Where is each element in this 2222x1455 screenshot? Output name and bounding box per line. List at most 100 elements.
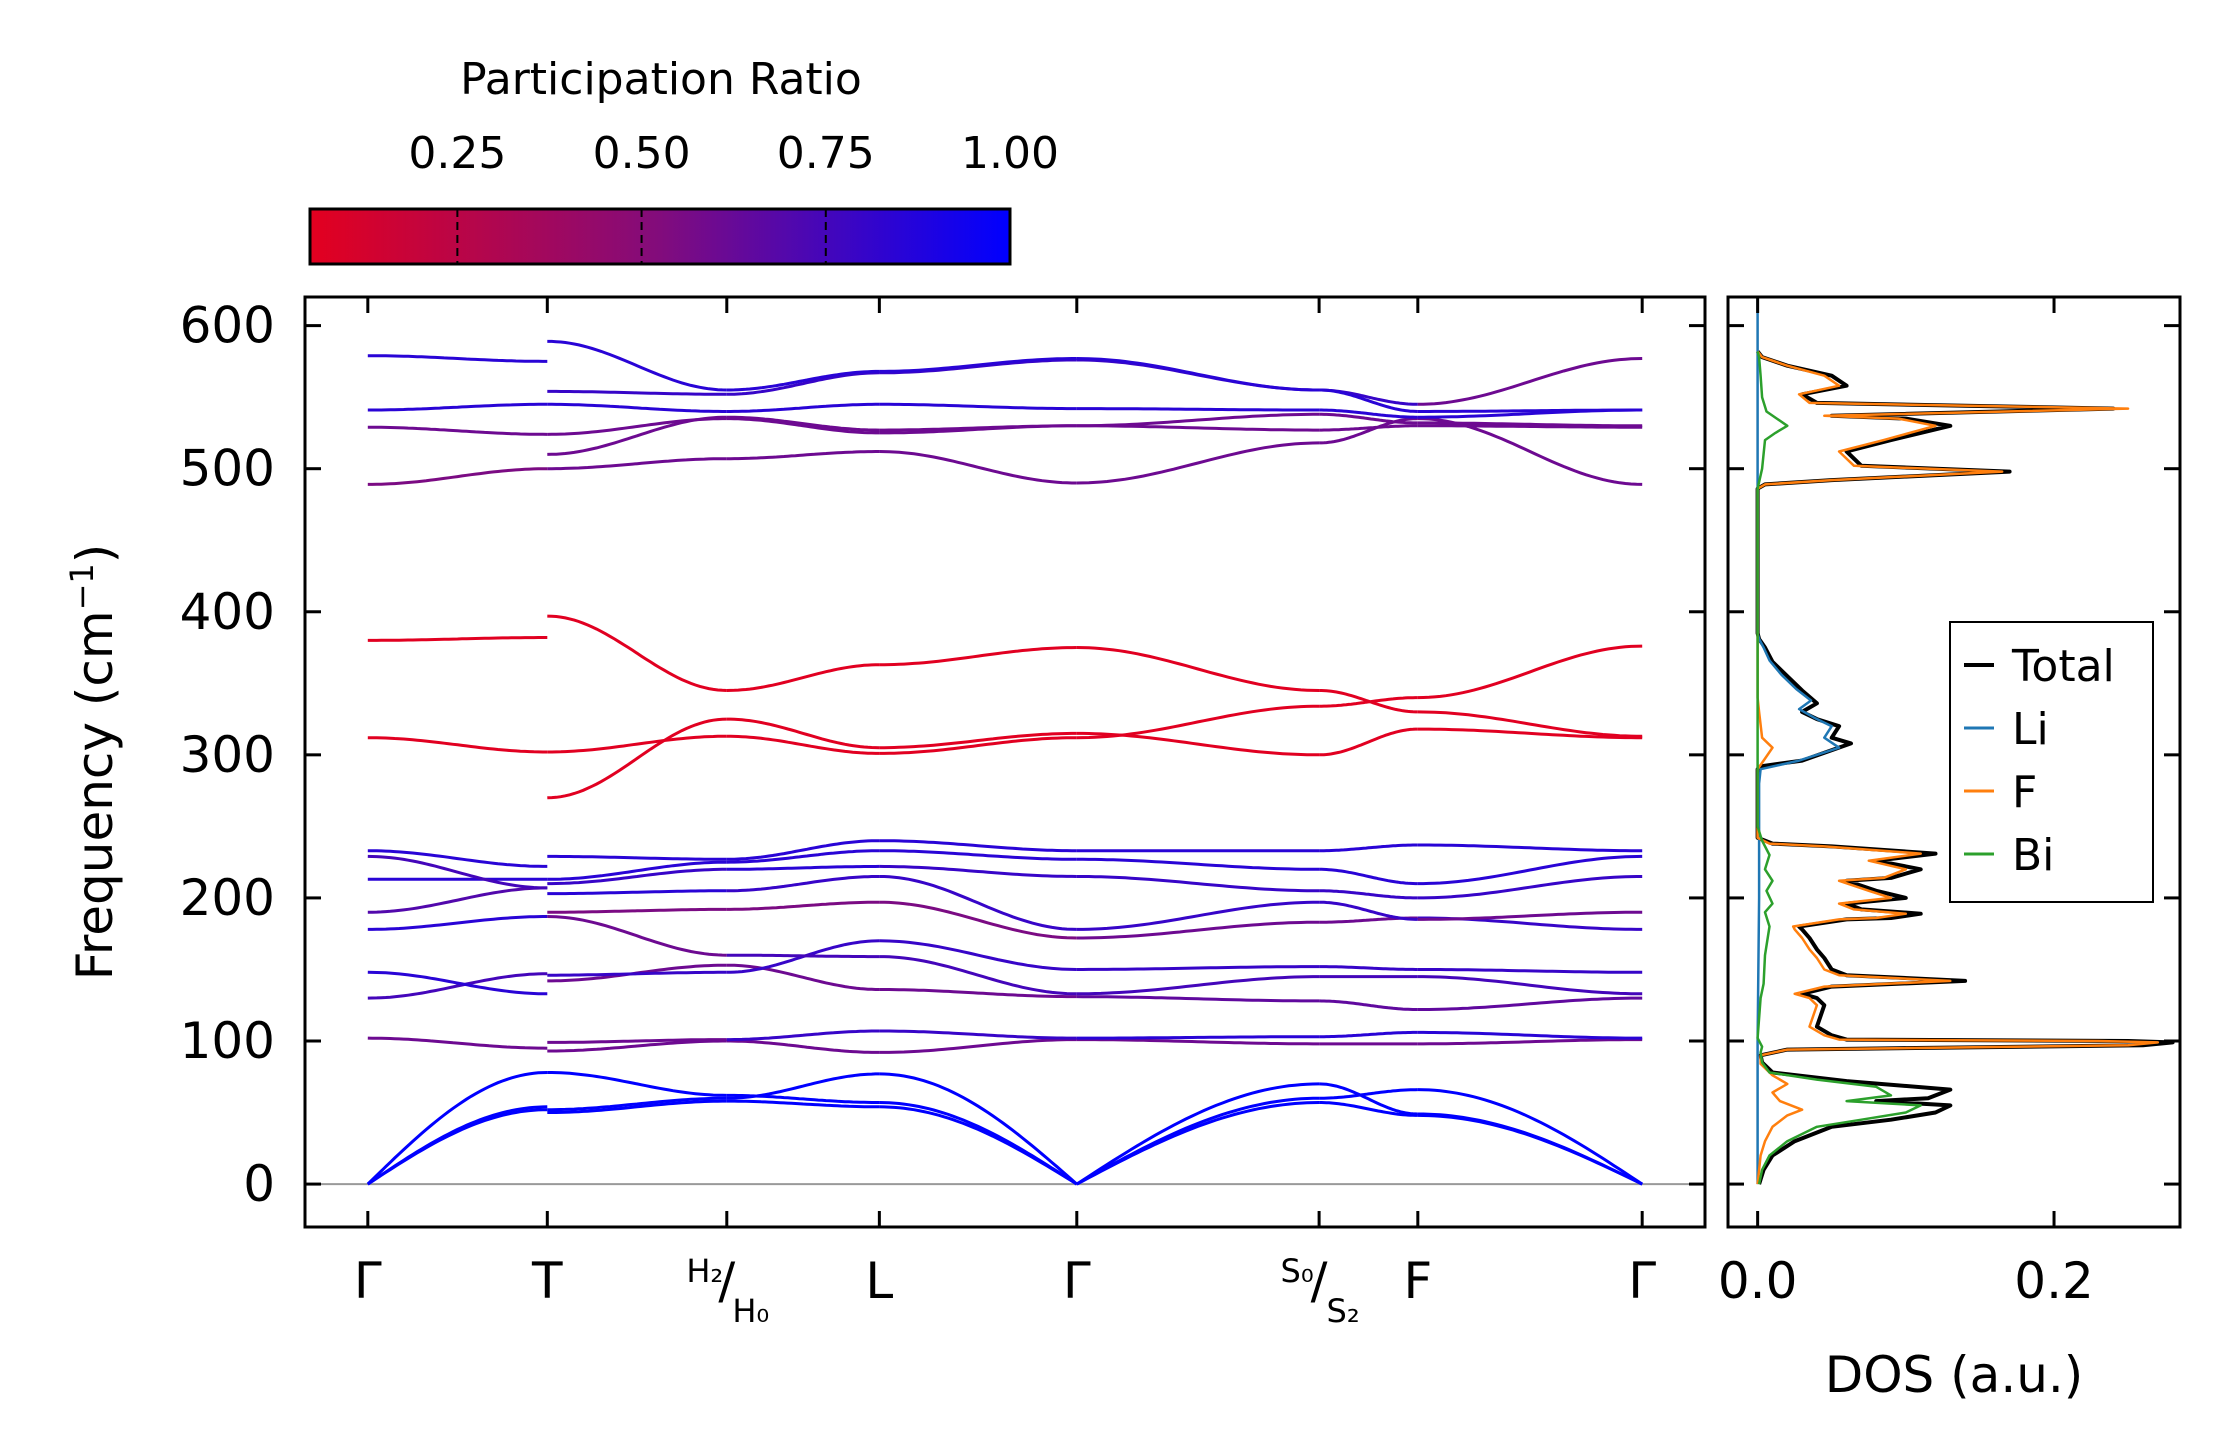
phonon-band-F-Gamma	[1417, 424, 1643, 429]
phonon-band-H0-L	[726, 864, 880, 871]
x-tick-label-numerator: S₀	[1281, 1252, 1314, 1290]
phonon-band-L-Gamma	[879, 939, 1077, 971]
phonon-band-Gamma-S0	[1076, 900, 1320, 931]
dos-line-bi	[1756, 351, 1922, 1185]
phonon-band-T-H2	[547, 614, 727, 692]
x-tick-label-numerator: H₂	[686, 1252, 723, 1290]
phonon-band-S2-F	[1319, 1101, 1418, 1117]
dos-x-tick-label: 0.0	[1718, 1252, 1798, 1310]
phonon-band-L-Gamma	[879, 646, 1077, 667]
phonon-band-Gamma-T	[367, 736, 548, 754]
phonon-band-F-Gamma	[1417, 910, 1643, 921]
y-axis-ticks: 0 100 200 300 400 500 600	[180, 297, 1705, 1213]
phonon-band-S2-F	[1319, 867, 1418, 886]
x-tick-label-denominator: S₂	[1327, 1292, 1360, 1330]
phonon-band-T-H2	[547, 717, 727, 800]
phonon-band-Gamma-T	[367, 636, 548, 642]
phonon-band-S2-F	[1319, 1082, 1418, 1116]
y-tick-label: 400	[180, 583, 275, 641]
x-tick-label: F	[1403, 1252, 1432, 1310]
phonon-band-Gamma-T	[367, 467, 548, 486]
phonon-band-S2-F	[1319, 999, 1418, 1011]
phonon-band-Gamma-T	[367, 849, 548, 868]
phonon-band-L-Gamma	[879, 864, 1077, 878]
phonon-band-T-H2	[547, 1071, 727, 1097]
x-tick-label: Γ	[1628, 1252, 1656, 1310]
y-tick-label: 500	[180, 440, 275, 498]
phonon-band-Gamma-T	[367, 972, 548, 1000]
x-tick-label-fraction: S₀/S₂	[1281, 1252, 1360, 1330]
phonon-band-Gamma-S0	[1076, 357, 1320, 392]
phonon-band-F-Gamma	[1417, 975, 1643, 996]
y-tick-label: 600	[180, 297, 275, 355]
dos-panel: 0.0 0.2 DOS (a.u.) Total Li F Bi	[1718, 295, 2182, 1404]
phonon-band-S2-F	[1319, 900, 1418, 921]
colorbar-label: Participation Ratio	[460, 54, 862, 105]
phonon-band-F-Gamma	[1417, 421, 1643, 428]
colorbar-tick-label: 0.75	[777, 128, 875, 179]
y-tick-label: 100	[180, 1012, 275, 1070]
phonon-band-T-H2	[547, 402, 727, 413]
phonon-band-Gamma-T	[366, 1108, 548, 1186]
phonon-band-T-H2	[547, 867, 727, 886]
phonon-band-L-Gamma	[879, 450, 1077, 485]
phonon-band-L-Gamma	[879, 736, 1077, 755]
phonon-band-T-H2	[547, 860, 727, 881]
phonon-bands	[366, 339, 1644, 1186]
phonon-band-F-Gamma	[1417, 727, 1643, 740]
phonon-band-Gamma-S0	[1076, 704, 1320, 740]
phonon-band-Gamma-S0	[1076, 857, 1320, 871]
phonon-band-L-Gamma	[879, 988, 1077, 999]
colorbar-tick-label: 0.25	[408, 128, 506, 179]
colorbar-ticks: 0.25 0.50 0.75 1.00	[408, 128, 1059, 264]
phonon-band-T-H2	[547, 854, 727, 861]
phonon-band-S2-F	[1319, 417, 1418, 445]
phonon-band-F-Gamma	[1417, 1030, 1643, 1040]
phonon-band-Gamma-S0	[1076, 1038, 1320, 1046]
phonon-band-Gamma-T	[367, 402, 548, 412]
phonon-band-F-Gamma	[1417, 1112, 1643, 1186]
phonon-band-H0-L	[726, 417, 880, 435]
y-tick-label: 200	[180, 869, 275, 927]
phonon-band-F-Gamma	[1417, 996, 1643, 1011]
phonon-band-T-H2	[547, 970, 727, 977]
phonon-band-Gamma-S0	[1076, 995, 1320, 1003]
phonon-band-S2-F	[1319, 843, 1418, 853]
phonon-band-Gamma-S0	[1076, 441, 1320, 485]
dos-line-li	[1756, 297, 1841, 1185]
phonon-band-H0-L	[726, 875, 880, 893]
dos-legend-items: Total Li F Bi	[1964, 641, 2115, 881]
phonon-band-Gamma-T	[366, 1105, 548, 1186]
y-tick-label: 0	[243, 1155, 275, 1213]
dos-x-axis-label: DOS (a.u.)	[1825, 1346, 2084, 1404]
phonon-band-S2-F	[1319, 408, 1418, 419]
phonon-band-F-Gamma	[1417, 1113, 1643, 1186]
x-tick-label: T	[531, 1252, 563, 1310]
legend-label-f: F	[2012, 767, 2037, 818]
legend-label-li: Li	[2012, 704, 2049, 755]
phonon-band-S2-F	[1319, 1030, 1418, 1039]
phonon-band-S2-F	[1319, 424, 1418, 432]
phonon-band-T-H2	[547, 417, 727, 436]
phonon-band-L-Gamma	[879, 955, 1077, 996]
phonon-band-F-Gamma	[1417, 968, 1643, 974]
phonon-band-H0-L	[726, 1039, 880, 1054]
phonon-band-H0-L	[726, 450, 880, 461]
legend-label-bi: Bi	[2012, 830, 2054, 881]
phonon-band-F-Gamma	[1417, 710, 1643, 738]
x-tick-label-denominator: H₀	[732, 1292, 769, 1330]
x-tick-label: Γ	[1063, 1252, 1091, 1310]
phonon-band-T-H2	[547, 1039, 727, 1053]
phonon-band-T-H2	[547, 915, 727, 957]
phonon-band-F-Gamma	[1417, 843, 1643, 853]
phonon-band-H0-L	[726, 1093, 880, 1104]
phonon-band-H0-L	[726, 849, 880, 864]
phonon-band-T-H2	[547, 1099, 727, 1114]
phonon-band-L-Gamma	[879, 849, 1077, 861]
phonon-band-Gamma-S0	[1076, 975, 1320, 996]
phonon-band-Gamma-T	[366, 1071, 548, 1186]
phonon-band-L-Gamma	[879, 1101, 1078, 1186]
phonon-band-H0-L	[726, 963, 880, 991]
phonon-band-L-Gamma	[879, 900, 1077, 940]
